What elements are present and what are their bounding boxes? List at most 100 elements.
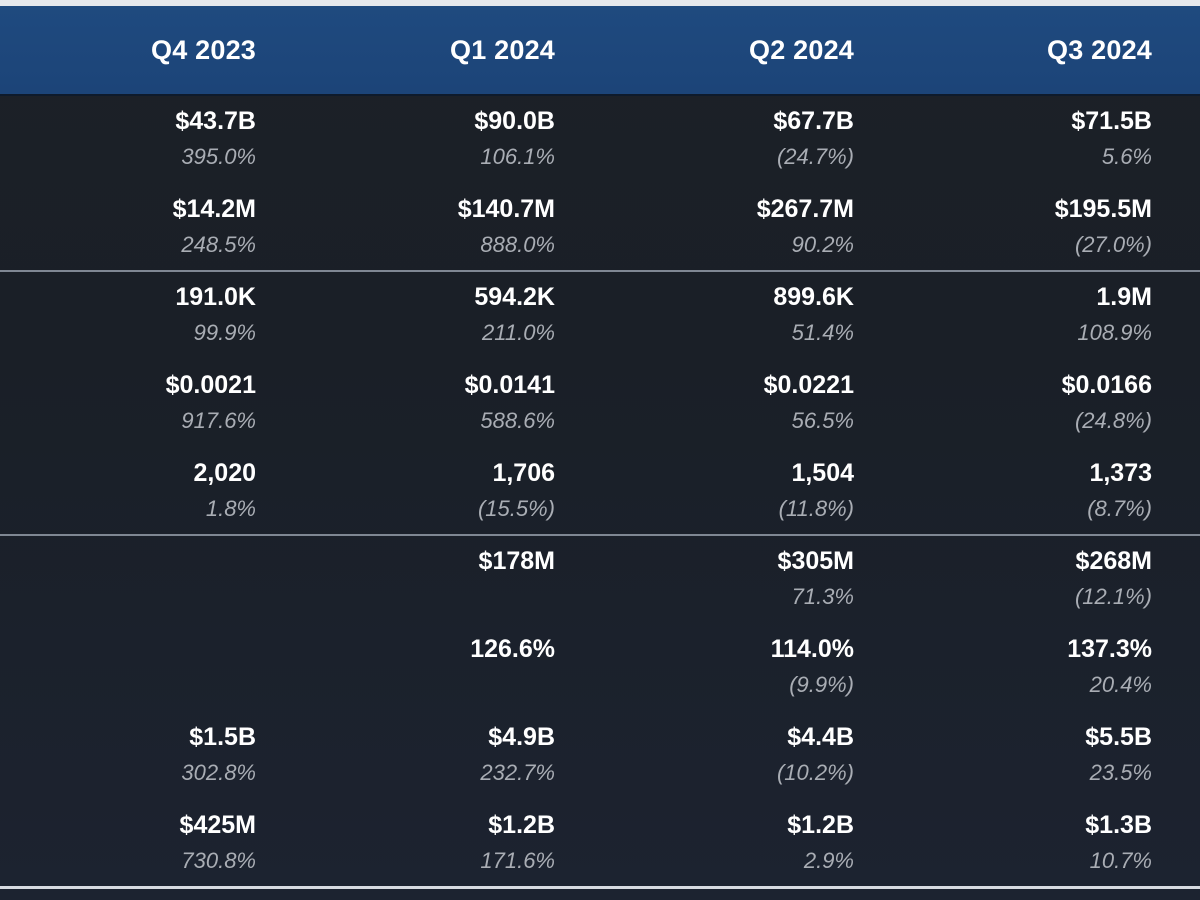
cell-change: 90.2% — [791, 232, 854, 257]
cell-change: 23.5% — [1089, 760, 1152, 785]
table-cell: $71.5B 5.6% — [900, 106, 1152, 172]
table-cell: 1.9M 108.9% — [900, 282, 1152, 348]
cell-change — [300, 670, 555, 700]
table-header: Q4 2023 Q1 2024 Q2 2024 Q3 2024 — [0, 6, 1200, 96]
cell-change: 395.0% — [181, 144, 256, 169]
table-cell: 114.0% (9.9%) — [600, 634, 854, 700]
table-cell: 1,706 (15.5%) — [300, 458, 555, 524]
cell-value: $178M — [478, 547, 555, 575]
cell-change: 106.1% — [480, 144, 555, 169]
cell-value: $67.7B — [773, 107, 854, 135]
table-cell: 137.3% 20.4% — [900, 634, 1152, 700]
cell-change: 5.6% — [1101, 144, 1152, 169]
cell-change — [0, 582, 256, 612]
table-cell: 1,504 (11.8%) — [600, 458, 854, 524]
cell-change: 588.6% — [480, 408, 555, 433]
cell-change: (9.9%) — [789, 672, 854, 697]
cell-change: 56.5% — [791, 408, 854, 433]
table-cell — [0, 546, 256, 612]
table-cell: $0.0021 917.6% — [0, 370, 256, 436]
column-header-q1-2024: Q1 2024 — [450, 35, 555, 65]
cell-value — [0, 634, 256, 664]
table-cell: $0.0221 56.5% — [600, 370, 854, 436]
cell-change: 888.0% — [480, 232, 555, 257]
cell-value: $1.2B — [787, 811, 854, 839]
cell-value: 2,020 — [193, 459, 256, 487]
cell-value: $305M — [777, 547, 854, 575]
table-cell: $90.0B 106.1% — [300, 106, 555, 172]
column-header-q3-2024: Q3 2024 — [1047, 35, 1152, 65]
table-cell: $425M 730.8% — [0, 810, 256, 876]
cell-value: $4.4B — [787, 723, 854, 751]
table-cell: $140.7M 888.0% — [300, 194, 555, 260]
table-cell: 191.0K 99.9% — [0, 282, 256, 348]
cell-change: 171.6% — [480, 848, 555, 873]
table-cell: 594.2K 211.0% — [300, 282, 555, 348]
table-cell: $0.0141 588.6% — [300, 370, 555, 436]
cell-value: 899.6K — [773, 283, 854, 311]
cell-change: 211.0% — [482, 320, 555, 345]
cell-value: 1.9M — [1096, 283, 1152, 311]
cell-change: (24.8%) — [1074, 408, 1152, 433]
cell-value: $0.0141 — [464, 371, 555, 399]
cell-change: (27.0%) — [1074, 232, 1152, 257]
table-cell: 1,373 (8.7%) — [900, 458, 1152, 524]
table-cell: $67.7B (24.7%) — [600, 106, 854, 172]
cell-value: $14.2M — [172, 195, 256, 223]
column-header-q2-2024: Q2 2024 — [749, 35, 854, 65]
top-border — [0, 0, 1200, 6]
cell-value: $0.0166 — [1061, 371, 1152, 399]
cell-change: 302.8% — [181, 760, 256, 785]
cell-change: 20.4% — [1089, 672, 1152, 697]
table-cell: $268M (12.1%) — [900, 546, 1152, 612]
cell-value: 114.0% — [770, 635, 854, 663]
table-cell: 899.6K 51.4% — [600, 282, 854, 348]
table-cell: $267.7M 90.2% — [600, 194, 854, 260]
cell-change: (11.8%) — [778, 496, 854, 521]
table-cell: $305M 71.3% — [600, 546, 854, 612]
table-cell: $195.5M (27.0%) — [900, 194, 1152, 260]
cell-value: $0.0221 — [763, 371, 854, 399]
cell-change: (10.2%) — [776, 760, 854, 785]
cell-change: 2.9% — [803, 848, 854, 873]
cell-change: 99.9% — [193, 320, 256, 345]
cell-value: 137.3% — [1067, 635, 1152, 663]
cell-value: $43.7B — [175, 107, 256, 135]
cell-change: 232.7% — [480, 760, 555, 785]
cell-change: (24.7%) — [776, 144, 854, 169]
cell-change: (15.5%) — [477, 496, 555, 521]
cell-value: $90.0B — [474, 107, 555, 135]
table-cell: $1.5B 302.8% — [0, 722, 256, 788]
cell-value: $1.5B — [189, 723, 256, 751]
cell-value: $1.2B — [488, 811, 555, 839]
cell-value: $0.0021 — [165, 371, 256, 399]
column-header-q4-2023: Q4 2023 — [151, 35, 256, 65]
cell-value: $425M — [179, 811, 256, 839]
table-cell — [0, 634, 256, 700]
cell-value: 1,706 — [492, 459, 555, 487]
cell-value: $195.5M — [1054, 195, 1152, 223]
cell-value: $1.3B — [1085, 811, 1152, 839]
cell-change: 108.9% — [1077, 320, 1152, 345]
cell-value: $4.9B — [488, 723, 555, 751]
table-cell: 126.6% — [300, 634, 555, 700]
cell-value: $268M — [1075, 547, 1152, 575]
cell-change: (12.1%) — [1074, 584, 1152, 609]
cell-value: $140.7M — [457, 195, 555, 223]
table-cell: $4.4B (10.2%) — [600, 722, 854, 788]
cell-change: 248.5% — [181, 232, 256, 257]
cell-change: 1.8% — [205, 496, 256, 521]
table-cell: $4.9B 232.7% — [300, 722, 555, 788]
table-cell: 2,020 1.8% — [0, 458, 256, 524]
table-cell: $1.3B 10.7% — [900, 810, 1152, 876]
table-cell: $178M — [300, 546, 555, 612]
cell-change: 917.6% — [181, 408, 256, 433]
cell-value — [0, 546, 256, 576]
table-cell: $0.0166 (24.8%) — [900, 370, 1152, 436]
cell-change: (8.7%) — [1087, 496, 1152, 521]
cell-value: 126.6% — [470, 635, 555, 663]
cell-change: 10.7% — [1089, 848, 1152, 873]
bottom-border — [0, 886, 1200, 889]
cell-value: $71.5B — [1071, 107, 1152, 135]
